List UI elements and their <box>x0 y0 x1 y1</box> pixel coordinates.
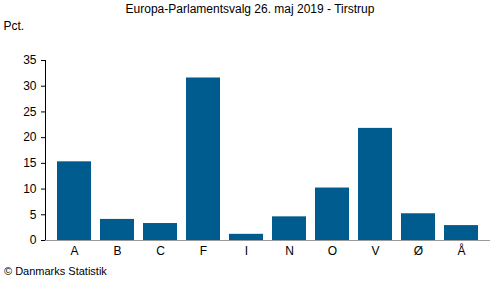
svg-text:35: 35 <box>23 53 37 67</box>
svg-text:0: 0 <box>30 233 37 247</box>
svg-text:A: A <box>70 244 78 258</box>
svg-text:B: B <box>113 244 121 258</box>
svg-text:30: 30 <box>23 79 37 93</box>
svg-text:20: 20 <box>23 130 37 144</box>
svg-text:C: C <box>156 244 165 258</box>
svg-text:10: 10 <box>23 182 37 196</box>
svg-text:25: 25 <box>23 105 37 119</box>
html-text:© Danmarks Statistik: © Danmarks Statistik <box>4 265 107 277</box>
svg-text:I: I <box>245 244 248 258</box>
svg-text:F: F <box>200 244 207 258</box>
svg-text:O: O <box>328 244 337 258</box>
svg-text:Å: Å <box>457 243 465 258</box>
html-text:Europa-Parlamentsvalg 26. maj: Europa-Parlamentsvalg 26. maj 2019 - Tir… <box>125 2 375 16</box>
svg-text:5: 5 <box>30 208 37 222</box>
svg-text:V: V <box>371 244 379 258</box>
svg-text:Pct.: Pct. <box>4 19 25 33</box>
svg-text:N: N <box>285 244 294 258</box>
svg-text:15: 15 <box>23 156 37 170</box>
svg-text:Ø: Ø <box>414 244 423 258</box>
